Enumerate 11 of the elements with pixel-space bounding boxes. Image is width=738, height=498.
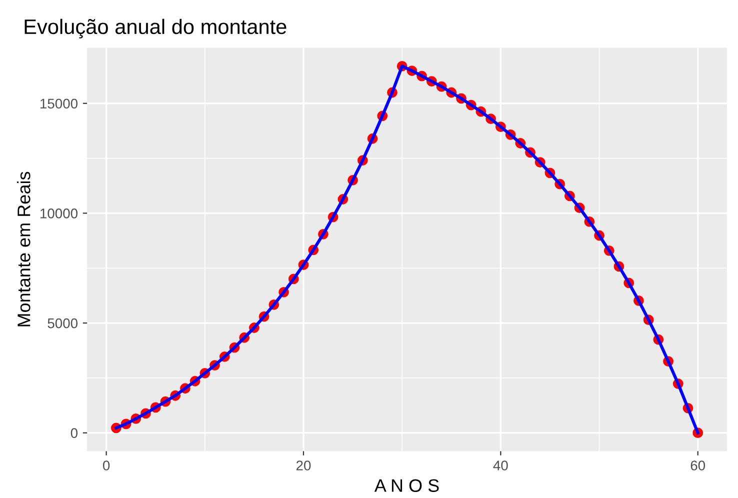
y-tick-label: 10000 xyxy=(40,208,78,218)
x-tick-label: 40 xyxy=(493,460,508,470)
y-axis-title: Montante em Reais xyxy=(17,172,30,326)
x-tick-label: 0 xyxy=(102,460,110,470)
chart-title: Evolução anual do montante xyxy=(24,18,286,38)
x-axis-title: A N O S xyxy=(374,479,439,492)
y-tick-label: 5000 xyxy=(48,318,78,328)
y-tick-label: 15000 xyxy=(40,98,78,109)
x-tick-label: 20 xyxy=(296,460,311,470)
x-tick-label: 60 xyxy=(690,460,706,470)
y-tick-label: 0 xyxy=(70,428,78,438)
